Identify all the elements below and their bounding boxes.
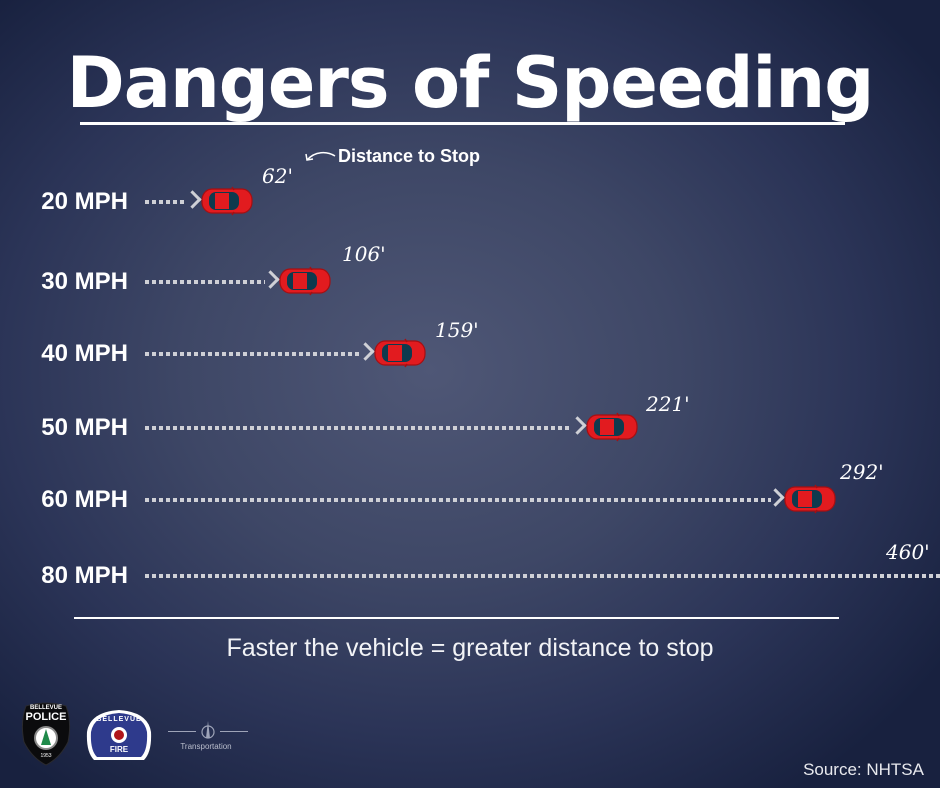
- distance-dots: [145, 574, 940, 578]
- arrow-icon: [356, 342, 375, 361]
- title-divider: [80, 122, 845, 125]
- distance-value: 159': [435, 318, 479, 342]
- distance-value: 62': [262, 164, 293, 188]
- curved-arrow-icon: [305, 151, 336, 161]
- tower-icon: [201, 721, 215, 739]
- distance-dots: [145, 280, 265, 284]
- distance-value: 106': [342, 242, 386, 266]
- car-icon: [784, 484, 836, 514]
- speed-row-50: 50 MPH 221': [0, 392, 940, 448]
- speed-row-40: 40 MPH 159': [0, 318, 940, 374]
- police-logo-main: POLICE: [25, 711, 67, 723]
- speed-row-60: 60 MPH 292': [0, 460, 940, 520]
- distance-dots: [145, 200, 187, 204]
- speed-row-80: 80 MPH 460': [0, 540, 940, 596]
- police-badge-logo: BELLEVUE POLICE 1953: [20, 702, 72, 766]
- car-icon: [201, 186, 253, 216]
- footer-divider: [74, 617, 839, 619]
- arrow-icon: [261, 270, 280, 289]
- fire-logo-top: BELLEVUE: [96, 716, 142, 723]
- speed-label: 20 MPH: [41, 188, 128, 215]
- car-icon: [279, 266, 331, 296]
- distance-value: 460': [886, 540, 930, 564]
- arrow-icon: [183, 190, 202, 209]
- police-logo-year: 1953: [40, 753, 52, 759]
- transportation-label: Transportation: [180, 742, 232, 751]
- speed-label: 30 MPH: [41, 268, 128, 295]
- speed-row-20: 20 MPH 62': [0, 164, 940, 222]
- arrow-icon: [568, 416, 587, 435]
- arrow-icon: [766, 488, 785, 507]
- speed-label: 60 MPH: [41, 486, 128, 513]
- police-logo-top: BELLEVUE: [29, 705, 62, 711]
- car-icon: [586, 412, 638, 442]
- fire-logo-bottom: FIRE: [109, 745, 129, 754]
- distance-dots: [145, 352, 360, 356]
- fire-badge-logo: BELLEVUE FIRE: [84, 708, 154, 763]
- distance-dots: [145, 426, 572, 430]
- distance-value: 292': [840, 460, 884, 484]
- transportation-logo: Transportation: [168, 718, 248, 752]
- tagline: Faster the vehicle = greater distance to…: [226, 634, 714, 662]
- speed-label: 40 MPH: [41, 340, 128, 367]
- car-icon: [374, 338, 426, 368]
- distance-dots: [145, 498, 771, 502]
- distance-value: 221': [646, 392, 690, 416]
- page-title: Dangers of Speeding: [66, 42, 875, 124]
- source-label: Source: NHTSA: [803, 760, 924, 779]
- speed-label: 80 MPH: [41, 562, 128, 589]
- distance-to-stop-callout: Distance to Stop: [338, 146, 481, 166]
- speed-row-30: 30 MPH 106': [0, 242, 940, 302]
- speed-label: 50 MPH: [41, 414, 128, 441]
